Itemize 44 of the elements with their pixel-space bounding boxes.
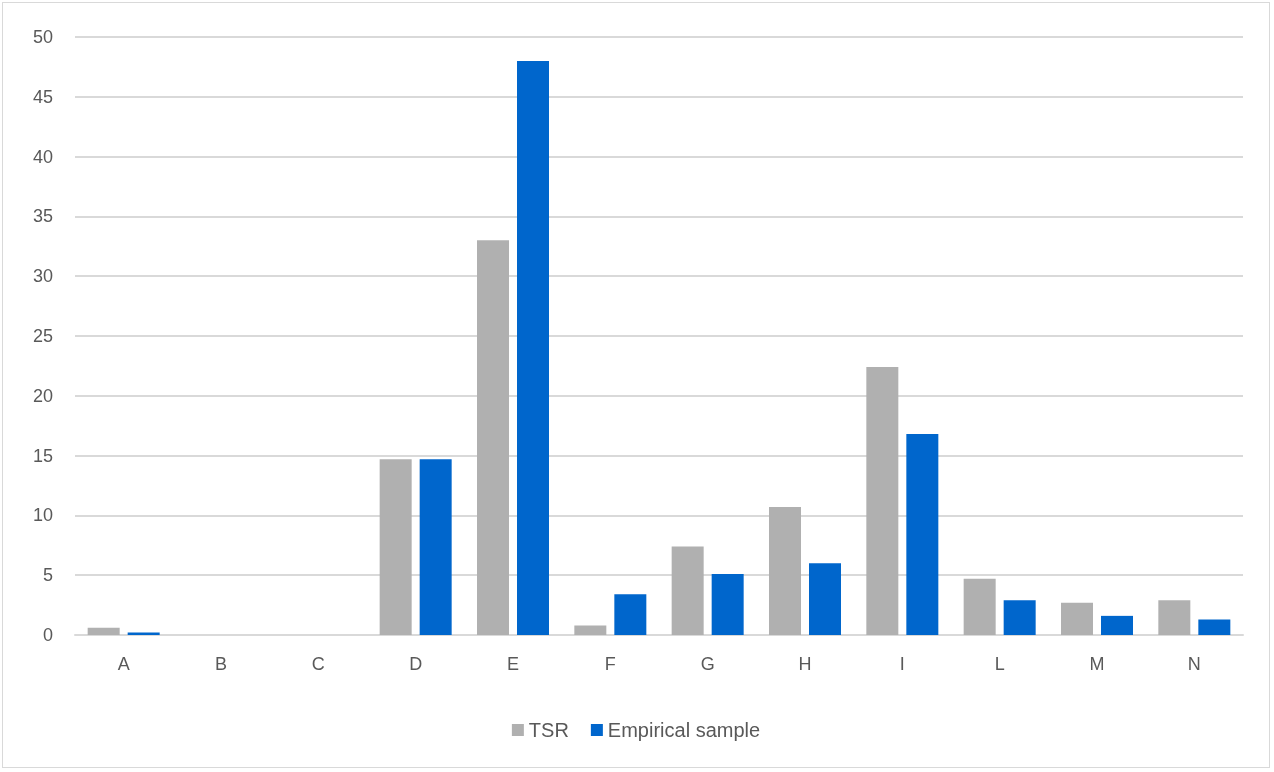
x-tick-label: I [899,654,905,674]
bar [614,594,647,635]
x-tick-label: M [1089,654,1105,674]
x-tick-label: C [311,654,325,674]
bar [419,459,452,635]
x-tick-label: D [409,654,423,674]
x-tick-label: L [994,654,1005,674]
x-tick-label: N [1187,654,1201,674]
y-tick-label: 10 [32,505,53,526]
y-tick-label: 35 [32,206,53,227]
bar [906,434,939,635]
x-tick-label: A [117,654,130,674]
y-tick-label: 25 [32,326,53,346]
bar [517,60,549,635]
bar [379,459,412,635]
y-tick-label: 20 [32,385,53,406]
y-tick-label: 15 [32,445,53,466]
x-tick-label: B [214,654,228,674]
bar [1101,615,1133,635]
bar [1061,602,1093,635]
bar [477,240,509,635]
bar [671,546,704,635]
bar [769,507,801,635]
x-tick-label: F [604,654,616,674]
legend-label: TSR [528,719,569,741]
bar [574,625,607,635]
bar [87,627,120,635]
bar [866,367,899,635]
bar [1158,600,1191,635]
y-tick-label: 50 [32,27,53,47]
y-tick-label: 5 [42,565,53,586]
legend-label: Empirical sample [607,719,761,741]
x-tick-label: H [798,654,812,674]
bar [711,574,744,635]
y-tick-label: 0 [42,625,53,645]
y-tick-label: 40 [32,146,53,167]
x-tick-label: E [506,654,520,674]
bar [1198,619,1231,635]
y-tick-label: 45 [32,86,53,107]
x-tick-label: G [700,654,715,674]
bar [1003,600,1036,635]
bar [963,578,996,635]
y-tick-label: 30 [32,266,53,287]
bar [809,563,841,635]
